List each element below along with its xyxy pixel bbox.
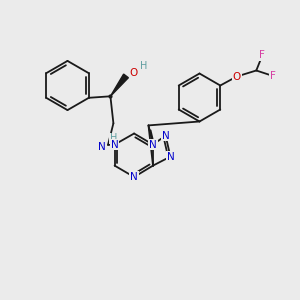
Text: N: N <box>111 140 119 150</box>
Text: N: N <box>130 172 138 182</box>
Text: N: N <box>149 140 157 150</box>
Text: H: H <box>140 61 147 71</box>
Text: N: N <box>98 142 105 152</box>
Text: F: F <box>270 71 276 81</box>
Text: O: O <box>129 68 138 79</box>
Text: N: N <box>162 130 170 141</box>
Text: N: N <box>167 152 174 162</box>
Text: F: F <box>259 50 265 61</box>
Text: O: O <box>233 71 241 82</box>
Text: H: H <box>110 133 117 143</box>
Polygon shape <box>110 74 128 96</box>
